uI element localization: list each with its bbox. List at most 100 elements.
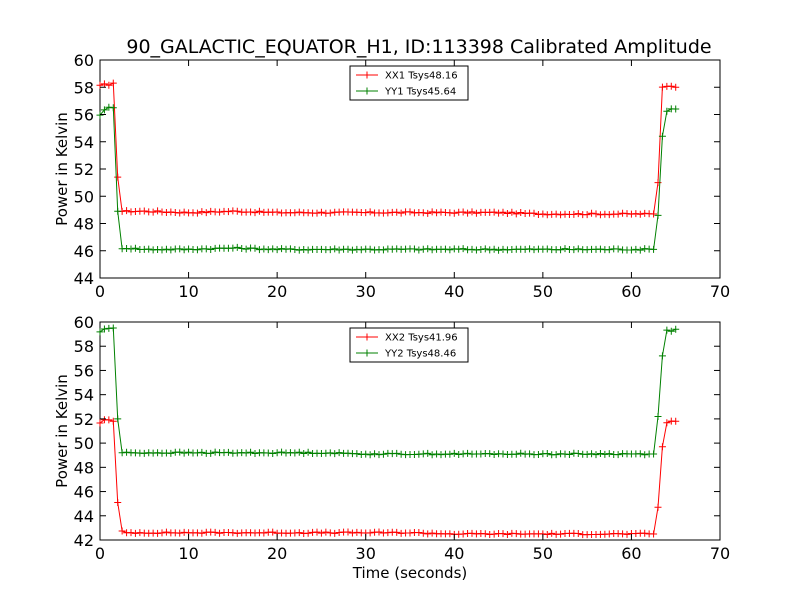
data-point xyxy=(570,210,578,218)
data-point xyxy=(636,450,644,458)
x-axis-label: Time (seconds) xyxy=(352,564,468,582)
data-point xyxy=(202,245,210,253)
data-point xyxy=(419,209,427,217)
data-point xyxy=(650,210,658,218)
data-point xyxy=(424,245,432,253)
data-point xyxy=(521,245,529,253)
y-tick-label: 56 xyxy=(74,106,94,125)
data-point xyxy=(291,209,299,217)
data-point xyxy=(499,208,507,216)
data-point xyxy=(251,244,259,252)
data-point xyxy=(247,208,255,216)
data-point xyxy=(326,246,334,254)
data-point xyxy=(313,209,321,217)
data-point xyxy=(198,208,206,216)
data-point xyxy=(481,530,489,538)
data-point xyxy=(255,246,263,254)
data-point xyxy=(366,529,374,537)
chart-title: 90_GALACTIC_EQUATOR_H1, ID:113398 Calibr… xyxy=(126,36,711,58)
data-point xyxy=(224,208,232,216)
data-point xyxy=(295,529,303,537)
data-point xyxy=(588,450,596,458)
data-point xyxy=(180,246,188,254)
legend-marker xyxy=(363,349,371,357)
x-tick-label: 0 xyxy=(95,544,105,563)
data-point xyxy=(304,529,312,537)
data-point xyxy=(672,417,680,425)
data-point xyxy=(424,449,432,457)
data-point xyxy=(100,325,108,333)
data-point xyxy=(313,528,321,536)
data-point xyxy=(202,209,210,217)
data-point xyxy=(322,528,330,536)
data-point xyxy=(508,208,516,216)
data-point xyxy=(490,530,498,538)
data-point xyxy=(517,449,525,457)
data-point xyxy=(468,529,476,537)
data-point xyxy=(366,245,374,253)
data-point xyxy=(424,209,432,217)
data-point xyxy=(291,245,299,253)
data-point xyxy=(344,528,352,536)
data-point xyxy=(158,529,166,537)
data-point xyxy=(278,448,286,456)
data-point xyxy=(331,450,339,458)
data-point xyxy=(499,450,507,458)
data-point xyxy=(96,419,104,427)
data-point xyxy=(251,209,259,217)
data-point xyxy=(180,449,188,457)
data-point xyxy=(273,208,281,216)
legend-box xyxy=(349,327,469,363)
data-point xyxy=(229,529,237,537)
data-point xyxy=(530,209,538,217)
data-point xyxy=(650,530,658,538)
data-point xyxy=(131,244,139,252)
data-point xyxy=(335,449,343,457)
y-tick-label: 42 xyxy=(74,531,94,550)
data-point xyxy=(216,529,224,537)
data-point xyxy=(269,450,277,458)
data-point xyxy=(286,245,294,253)
legend-box xyxy=(349,65,469,101)
data-point xyxy=(512,530,520,538)
legend-label: YY2 Tsys48.46 xyxy=(384,349,456,360)
data-point xyxy=(574,245,582,253)
chart-panel-2: 0 10 20 30 40 50 60 70 42 44 46 48 50 52 54 56 58 60 Power… xyxy=(53,313,730,582)
data-point xyxy=(216,208,224,216)
data-point xyxy=(654,503,662,511)
x-tick-label: 30 xyxy=(356,544,376,563)
x-tick-label: 40 xyxy=(444,282,464,301)
data-point xyxy=(574,530,582,538)
data-point xyxy=(140,449,148,457)
data-point xyxy=(162,245,170,253)
data-point xyxy=(105,81,113,89)
data-point xyxy=(154,529,162,537)
data-point xyxy=(109,79,117,87)
data-point xyxy=(428,451,436,459)
data-point xyxy=(371,450,379,458)
data-point xyxy=(583,211,591,219)
data-point xyxy=(663,107,671,115)
x-tick-label: 50 xyxy=(533,544,553,563)
data-point xyxy=(348,529,356,537)
data-point xyxy=(446,209,454,217)
data-point xyxy=(472,246,480,254)
legend-label: XX1 Tsys48.16 xyxy=(385,71,458,82)
legend-label: YY1 Tsys45.64 xyxy=(384,87,456,98)
data-point xyxy=(114,207,122,215)
data-point xyxy=(362,209,370,217)
data-point xyxy=(419,450,427,458)
data-point xyxy=(100,106,108,114)
data-point xyxy=(100,80,108,88)
data-point xyxy=(326,449,334,457)
data-point xyxy=(114,415,122,423)
data-point xyxy=(468,245,476,253)
data-point xyxy=(357,246,365,254)
data-point xyxy=(379,246,387,254)
data-point xyxy=(588,209,596,217)
data-point xyxy=(650,450,658,458)
data-point xyxy=(207,246,215,254)
data-point xyxy=(366,451,374,459)
data-point xyxy=(127,529,135,537)
